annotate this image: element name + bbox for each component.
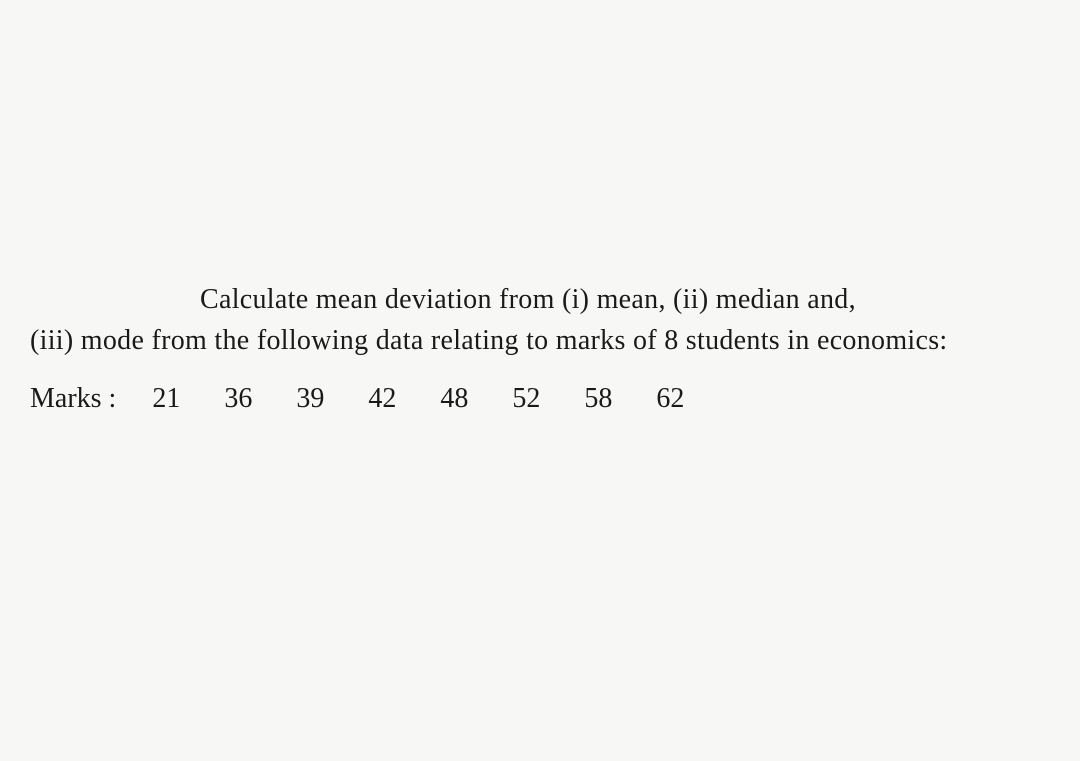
data-value: 42	[368, 383, 400, 415]
question-line-2: (iii) mode from the following data relat…	[30, 325, 810, 356]
data-label: Marks :	[30, 383, 116, 415]
data-value: 48	[440, 383, 472, 415]
data-value: 36	[224, 383, 256, 415]
data-value: 62	[656, 383, 688, 415]
question-text: Calculate mean deviation from (i) mean, …	[30, 280, 1050, 361]
question-content: Calculate mean deviation from (i) mean, …	[30, 280, 1050, 415]
document-page: Calculate mean deviation from (i) mean, …	[0, 0, 1080, 761]
data-value: 21	[152, 383, 184, 415]
data-value: 52	[512, 383, 544, 415]
question-line-1: Calculate mean deviation from (i) mean, …	[30, 280, 1050, 321]
data-value: 58	[584, 383, 616, 415]
data-row: Marks : 21 36 39 42 48 52 58 62	[30, 383, 1050, 415]
question-line-3: economics:	[817, 325, 948, 356]
data-value: 39	[296, 383, 328, 415]
data-values-container: 21 36 39 42 48 52 58 62	[152, 383, 688, 415]
